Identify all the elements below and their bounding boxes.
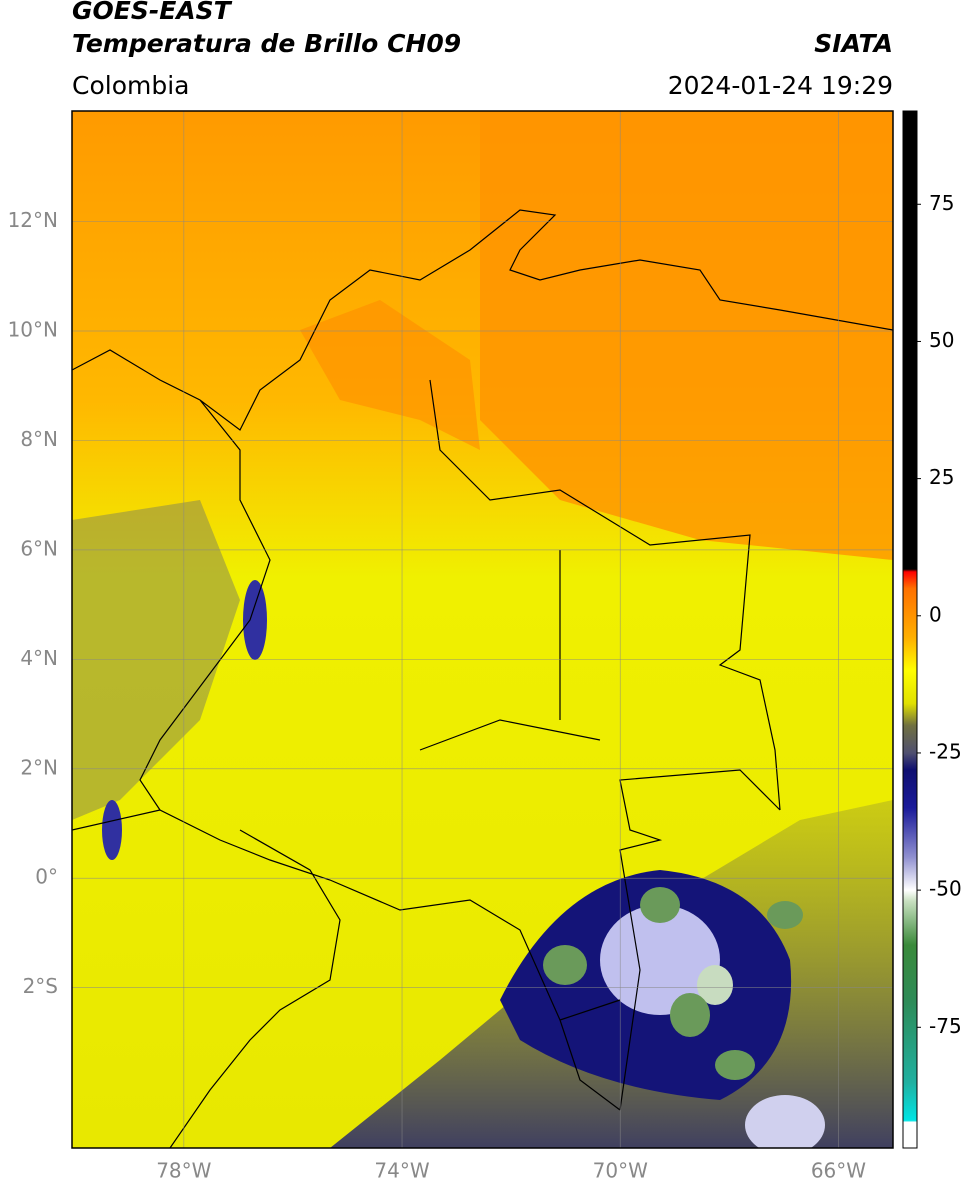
source: SIATA (814, 29, 893, 58)
lat-tick-label: 12°N (8, 208, 58, 232)
product: Temperatura de Brillo CH09 (72, 29, 461, 58)
lat-tick-label: 4°N (20, 646, 58, 670)
colorbar-tick-label: 50 (929, 328, 954, 352)
colorbar (902, 110, 918, 1149)
colorbar-tick-label: -50 (929, 877, 962, 901)
lat-tick-label: 6°N (20, 536, 58, 560)
lat-tick-label: 2°N (20, 755, 58, 779)
map-frame (71, 110, 894, 1149)
lat-tick-label: 2°S (23, 974, 58, 998)
lon-tick-label: 66°W (811, 1159, 866, 1183)
colorbar-tick-label: -75 (929, 1014, 962, 1038)
lon-tick-label: 70°W (593, 1159, 648, 1183)
colorbar-tick-label: -25 (929, 739, 962, 763)
colorbar-tick-label: 25 (929, 465, 954, 489)
colorbar-tick-label: 0 (929, 602, 942, 626)
lat-tick-label: 10°N (8, 317, 58, 341)
colorbar-tick-label: 75 (929, 191, 954, 215)
satellite: GOES-EAST (72, 0, 233, 25)
region: Colombia (72, 71, 189, 100)
lat-tick-label: 8°N (20, 427, 58, 451)
lon-tick-label: 78°W (156, 1159, 211, 1183)
grid (72, 111, 893, 1148)
lon-tick-label: 74°W (374, 1159, 429, 1183)
lat-tick-label: 0° (35, 865, 58, 889)
imagery (72, 111, 893, 1148)
datetime: 2024-01-24 19:29 (668, 71, 893, 100)
